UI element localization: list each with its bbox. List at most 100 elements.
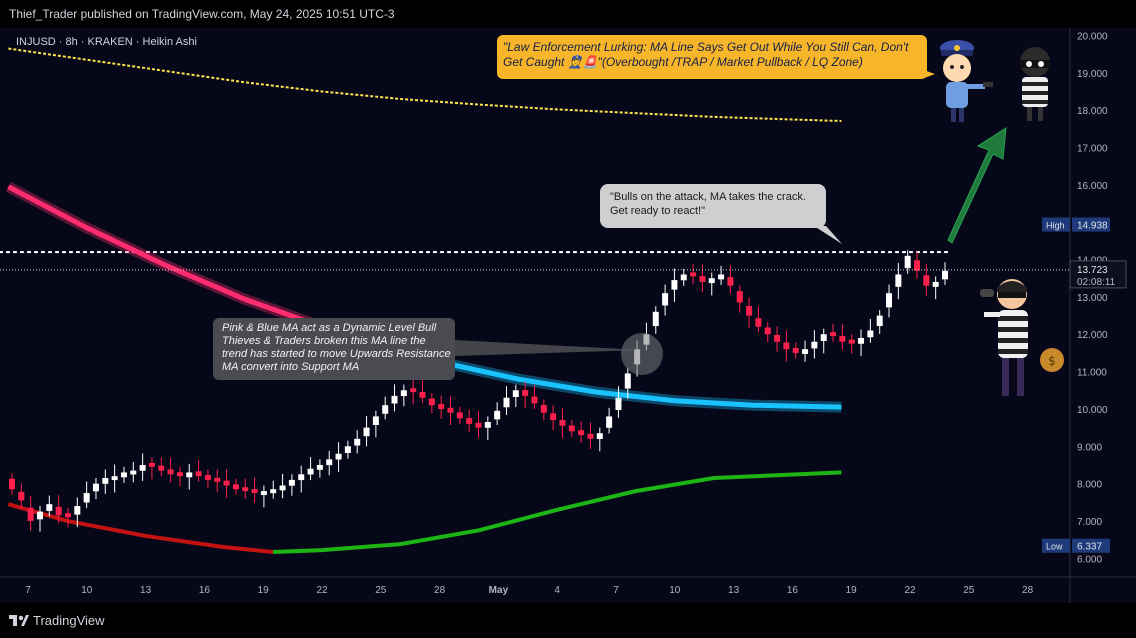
candle-body [867, 330, 874, 338]
candle-body [848, 339, 855, 344]
tradingview-logo[interactable]: TradingView [9, 613, 105, 628]
candle-body [578, 430, 585, 436]
thief-mask-icon [1020, 47, 1050, 121]
candle-body [158, 465, 165, 471]
candle-body [522, 390, 529, 396]
middle-callout-text: "Bulls on the attack, MA takes the crack… [610, 191, 806, 217]
green-ma-line [272, 470, 842, 554]
candle-body [9, 478, 15, 490]
symbol-label: INJUSD · 8h · KRAKEN · Heikin Ashi [16, 36, 197, 48]
candle-body [550, 413, 557, 421]
x-tick-label: 10 [669, 585, 681, 596]
candle-body [708, 278, 715, 284]
countdown-label: 02:08:11 [1077, 277, 1116, 288]
candle-body [718, 274, 725, 280]
low-badge [1042, 538, 1070, 553]
thief-with-moneybag-icon: $ [980, 279, 1064, 396]
candle-body [27, 507, 34, 521]
chart-background [0, 28, 1136, 603]
candle-body [279, 485, 286, 491]
publish-header: Thief_Trader published on TradingView.co… [0, 0, 1136, 28]
price-chart[interactable]: 6.000 7.000 8.000 9.000 10.000 11.000 12.000 13… [0, 28, 1136, 603]
tradingview-logo-icon [9, 614, 29, 626]
top-callout: "Law Enforcement Lurking: MA Line Says G… [497, 35, 935, 79]
left-callout: Pink & Blue MA act as a Dynamic Level Bu… [213, 318, 663, 380]
y-tick-label: 18.000 [1077, 106, 1108, 117]
candle-body [652, 311, 659, 327]
candle-body [914, 260, 921, 271]
candle-body [316, 464, 323, 470]
x-tick-label: 22 [316, 585, 328, 596]
candle-body [774, 334, 781, 342]
candle-body [615, 397, 622, 411]
last-price-label: 13.723 [1077, 265, 1108, 276]
candle-body [204, 475, 211, 480]
candle-body [148, 462, 155, 467]
candle-body [298, 474, 305, 481]
high-badge [1042, 217, 1070, 232]
x-tick-label: 4 [554, 585, 560, 596]
candle-body [260, 491, 267, 496]
left-callout-text: Pink & Blue MA act as a Dynamic Level Bu… [222, 322, 451, 373]
low-value-label: 6.337 [1077, 542, 1102, 553]
candle-body [503, 397, 510, 408]
candle-body [932, 281, 939, 287]
y-tick-label: 13.000 [1077, 293, 1108, 304]
candle-body [895, 274, 902, 287]
low-value-box [1072, 538, 1110, 553]
y-tick-label: 11.000 [1077, 368, 1107, 379]
footer-bar: TradingView [0, 603, 1136, 638]
candle-body [344, 446, 351, 454]
candle-body [587, 433, 594, 439]
x-tick-label: 7 [25, 585, 31, 596]
x-tick-label: 19 [846, 585, 858, 596]
candle-body [214, 477, 221, 482]
candle-body [130, 470, 137, 475]
candle-body [354, 438, 361, 446]
y-tick-label: 19.000 [1077, 69, 1108, 80]
candle-body [419, 391, 426, 398]
candle-body [74, 506, 81, 515]
x-tick-label: 7 [613, 585, 619, 596]
candle-body [820, 334, 827, 341]
x-tick-label: 25 [375, 585, 387, 596]
candle-body [400, 390, 407, 397]
candle-body [46, 504, 53, 511]
candle-body [811, 341, 818, 349]
candle-body [232, 484, 239, 490]
yellow-ma-line [8, 47, 842, 122]
y-tick-label: 9.000 [1077, 442, 1102, 453]
candle-body [764, 327, 771, 335]
candle-body [671, 280, 678, 290]
y-tick-label: 16.000 [1077, 181, 1108, 192]
high-badge-label: High [1046, 221, 1065, 231]
candle-body [904, 255, 911, 269]
candle-body [83, 492, 90, 503]
candle-body [111, 476, 118, 481]
y-tick-label: 12.000 [1077, 330, 1108, 341]
candle-body [839, 335, 846, 342]
x-tick-label: 25 [963, 585, 975, 596]
candle-body [326, 459, 333, 466]
x-tick-label: 13 [728, 585, 740, 596]
candle-body [428, 398, 435, 406]
candle-body [727, 277, 734, 286]
candle-body [755, 318, 762, 327]
candle-body [484, 422, 491, 428]
candle-body [475, 422, 482, 428]
x-tick-label: 28 [1022, 585, 1034, 596]
candle-body [307, 468, 314, 475]
candle-body [102, 478, 109, 484]
candle-body [410, 388, 417, 393]
y-tick-label: 17.000 [1077, 144, 1108, 155]
green-up-arrow [947, 127, 1007, 244]
candle-body [335, 453, 342, 460]
red-ma-line [7, 502, 274, 554]
candle-body [176, 472, 183, 477]
blue-ma-line [448, 361, 842, 410]
x-tick-label: 16 [199, 585, 211, 596]
candle-body [876, 315, 883, 327]
x-tick-label: 28 [434, 585, 446, 596]
candle-body [223, 480, 230, 486]
candle-body [802, 349, 809, 355]
